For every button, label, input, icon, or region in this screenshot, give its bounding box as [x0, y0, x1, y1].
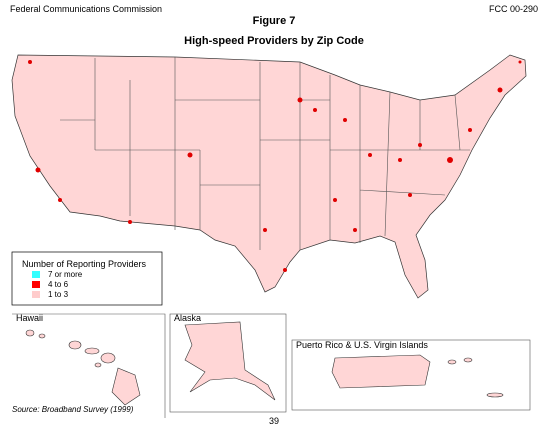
- legend-swatch: [32, 291, 40, 298]
- header-right: FCC 00-290: [489, 4, 538, 14]
- legend-label: 4 to 6: [48, 280, 69, 289]
- inset-label: Puerto Rico & U.S. Virgin Islands: [296, 340, 428, 350]
- legend-label: 1 to 3: [48, 290, 69, 299]
- source-note: Source: Broadband Survey (1999): [12, 405, 134, 414]
- legend-swatch: [32, 281, 40, 288]
- inset-hawaii: Hawaii: [12, 313, 166, 418]
- us-map: [11, 54, 527, 299]
- inset-puerto-rico: Puerto Rico & U.S. Virgin Islands: [291, 339, 531, 411]
- inset-label: Alaska: [174, 313, 201, 323]
- legend: Number of Reporting Providers 7 or more …: [11, 251, 163, 306]
- figure-title: Figure 7: [253, 15, 296, 27]
- map-title: High-speed Providers by Zip Code: [184, 35, 364, 47]
- legend-title: Number of Reporting Providers: [22, 259, 147, 269]
- inset-alaska: Alaska: [169, 313, 287, 413]
- legend-label: 7 or more: [48, 270, 83, 279]
- page-number: 39: [269, 416, 279, 426]
- inset-label: Hawaii: [16, 313, 43, 323]
- header-left: Federal Communications Commission: [10, 4, 162, 14]
- legend-swatch: [32, 271, 40, 278]
